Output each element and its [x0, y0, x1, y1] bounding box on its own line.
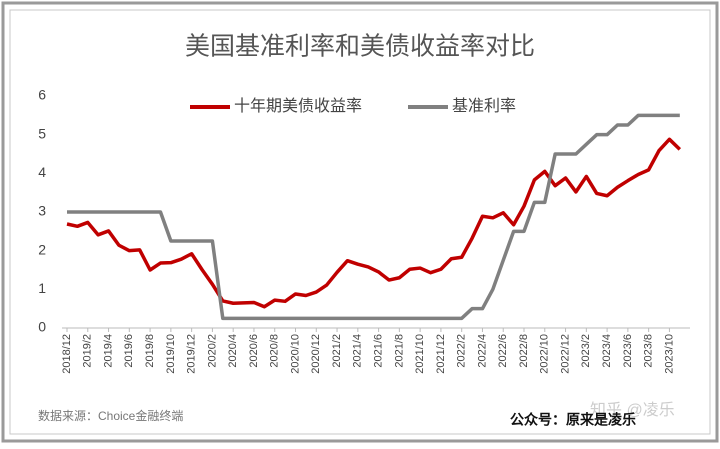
- y-tick-label: 1: [38, 280, 46, 296]
- x-tick-label: 2023/8: [643, 334, 655, 368]
- x-tick-label: 2020/8: [269, 334, 281, 368]
- x-tick-label: 2022/12: [559, 334, 571, 374]
- inner-frame: [9, 9, 711, 435]
- x-tick-label: 2019/8: [144, 334, 156, 368]
- legend-label: 基准利率: [452, 97, 516, 115]
- x-tick-label: 2019/6: [123, 334, 135, 368]
- x-tick-label: 2018/12: [61, 334, 73, 374]
- y-tick-label: 4: [38, 164, 46, 180]
- watermark: 知乎 @凌乐: [590, 401, 675, 419]
- x-tick-label: 2022/4: [476, 334, 488, 368]
- x-tick-label: 2023/4: [601, 334, 613, 368]
- x-tick-label: 2021/4: [352, 334, 364, 368]
- x-tick-label: 2022/6: [497, 334, 509, 368]
- x-tick-label: 2020/4: [227, 334, 239, 368]
- x-tick-label: 2021/12: [435, 334, 447, 374]
- x-tick-label: 2021/8: [393, 334, 405, 368]
- x-tick-label: 2023/6: [622, 334, 634, 368]
- y-tick-label: 0: [38, 319, 46, 335]
- x-tick-label: 2019/10: [165, 334, 177, 374]
- x-tick-label: 2021/10: [414, 334, 426, 374]
- source: 数据来源：Choice金融终端: [38, 408, 183, 423]
- x-tick-label: 2023/10: [663, 334, 675, 374]
- x-tick-label: 2021/6: [373, 334, 385, 368]
- x-tick-label: 2020/2: [206, 334, 218, 368]
- x-tick-label: 2020/6: [248, 334, 260, 368]
- x-tick-label: 2019/12: [186, 334, 198, 374]
- series-line: [67, 113, 680, 321]
- x-tick-label: 2022/10: [539, 334, 551, 374]
- x-tick-label: 2021/2: [331, 334, 343, 368]
- x-tick-label: 2020/12: [310, 334, 322, 374]
- footer: 公众号：原来是凌乐: [510, 412, 636, 428]
- y-tick-label: 2: [38, 241, 46, 257]
- x-tick-label: 2022/8: [518, 334, 530, 368]
- series-line: [66, 137, 682, 309]
- x-tick-label: 2019/4: [102, 334, 114, 368]
- legend-label: 十年期美债收益率: [234, 97, 362, 115]
- chart-title: 美国基准利率和美债收益率对比: [185, 33, 535, 61]
- x-tick-label: 2022/2: [456, 334, 468, 368]
- x-tick-label: 2019/2: [82, 334, 94, 368]
- y-tick-label: 3: [38, 203, 46, 219]
- y-tick-label: 5: [38, 125, 46, 141]
- x-tick-label: 2023/2: [580, 334, 592, 368]
- x-tick-label: 2020/10: [289, 334, 301, 374]
- y-tick-label: 6: [38, 87, 46, 103]
